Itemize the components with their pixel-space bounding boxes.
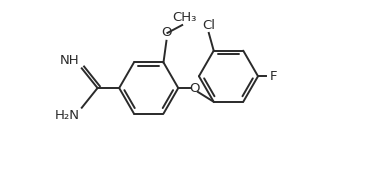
Text: O: O — [161, 26, 172, 39]
Text: H₂N: H₂N — [55, 109, 80, 122]
Text: F: F — [270, 70, 277, 83]
Text: CH₃: CH₃ — [172, 11, 196, 24]
Text: Cl: Cl — [202, 19, 215, 32]
Text: NH: NH — [60, 54, 80, 67]
Text: O: O — [189, 82, 199, 94]
